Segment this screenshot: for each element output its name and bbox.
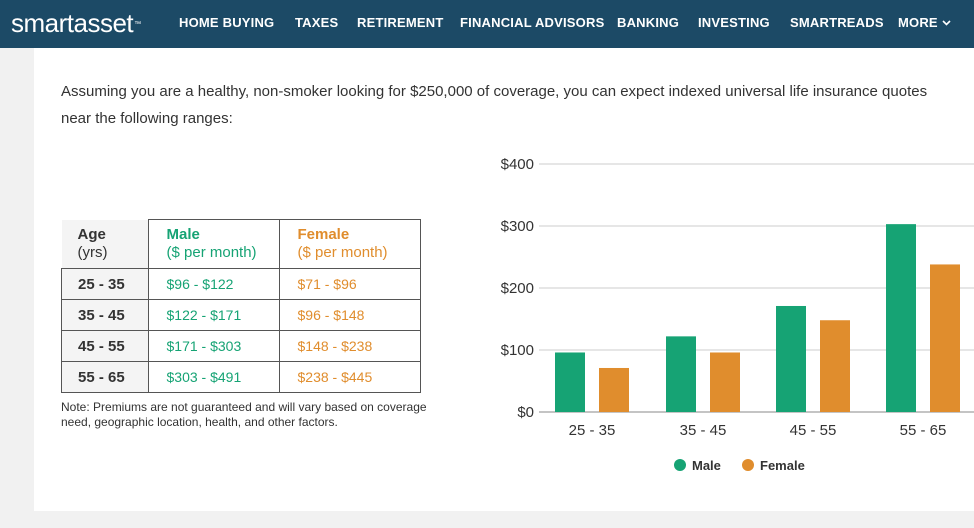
- female-bar: [820, 320, 850, 412]
- y-tick-label: $400: [501, 156, 534, 173]
- male-rate-cell: $303 - $491: [148, 361, 280, 393]
- x-tick-label: 45 - 55: [790, 422, 837, 439]
- nav-financial-advisors[interactable]: FINANCIAL ADVISORS: [460, 15, 605, 30]
- male-bar: [776, 305, 806, 412]
- premium-rates-table: Age (yrs) Male ($ per month) Female ($ p…: [61, 219, 421, 393]
- female-rate-cell: $71 - $96: [279, 268, 421, 300]
- y-tick-label: $100: [501, 342, 534, 359]
- age-column-header: Age (yrs): [61, 219, 149, 269]
- y-tick-label: $300: [501, 218, 534, 235]
- nav-investing[interactable]: INVESTING: [698, 15, 770, 30]
- age-header-label: Age: [77, 225, 106, 243]
- age-range-cell: 25 - 35: [61, 268, 149, 300]
- female-rate-cell: $148 - $238: [279, 330, 421, 362]
- age-range-cell: 35 - 45: [61, 299, 149, 331]
- male-rate-cell: $122 - $171: [148, 299, 280, 331]
- age-range-cell: 55 - 65: [61, 361, 149, 393]
- table-row: 35 - 45 $122 - $171 $96 - $148: [61, 299, 421, 331]
- male-rate-cell: $171 - $303: [148, 330, 280, 362]
- male-bar: [666, 336, 696, 412]
- age-header-unit: (yrs): [77, 243, 108, 261]
- y-tick-label: $0: [517, 404, 534, 421]
- table-row: 55 - 65 $303 - $491 $238 - $445: [61, 361, 421, 393]
- female-bar: [710, 352, 740, 412]
- male-header-label: Male: [166, 226, 200, 243]
- female-bar: [930, 264, 960, 412]
- female-bar: [599, 367, 629, 412]
- nav-banking[interactable]: BANKING: [617, 15, 680, 30]
- male-legend-label: Male: [692, 458, 721, 473]
- male-rate-cell: $96 - $122: [148, 268, 280, 300]
- y-tick-label: $200: [501, 280, 534, 297]
- logo-text: smartasset: [11, 8, 134, 38]
- trademark-symbol: ™: [134, 21, 141, 28]
- table-row: 45 - 55 $171 - $303 $148 - $238: [61, 330, 421, 362]
- male-bar: [555, 352, 585, 412]
- male-header-unit: ($ per month): [166, 244, 257, 261]
- nav-home-buying[interactable]: HOME BUYING: [179, 15, 275, 30]
- table-row: 25 - 35 $96 - $122 $71 - $96: [61, 268, 421, 300]
- chevron-down-icon: [942, 18, 951, 29]
- female-rate-cell: $238 - $445: [279, 361, 421, 393]
- x-tick-label: 25 - 35: [569, 422, 616, 439]
- article-content: Assuming you are a healthy, non-smoker l…: [34, 48, 974, 511]
- female-legend-marker: [742, 459, 754, 471]
- top-navigation-bar: smartasset™ HOME BUYING TAXES RETIREMENT…: [0, 0, 974, 48]
- male-bar: [886, 224, 916, 412]
- premium-bar-chart: $0 $100 $200 $300 $400 25 - 35 35 - 45 45 - 55 5…: [501, 156, 974, 473]
- female-legend-label: Female: [760, 458, 805, 473]
- male-column-header: Male ($ per month): [148, 219, 280, 269]
- x-tick-label: 35 - 45: [680, 422, 727, 439]
- nav-more-label: MORE: [898, 15, 938, 30]
- female-rate-cell: $96 - $148: [279, 299, 421, 331]
- nav-smartreads[interactable]: SMARTREADS: [790, 15, 884, 30]
- nav-retirement[interactable]: RETIREMENT: [357, 15, 444, 30]
- female-header-unit: ($ per month): [297, 244, 388, 261]
- nav-taxes[interactable]: TAXES: [295, 15, 339, 30]
- x-tick-label: 55 - 65: [900, 422, 947, 439]
- premium-disclaimer-note: Note: Premiums are not guaranteed and wi…: [61, 400, 427, 429]
- intro-paragraph: Assuming you are a healthy, non-smoker l…: [61, 83, 928, 127]
- nav-more-dropdown[interactable]: MORE: [898, 15, 951, 30]
- smartasset-logo[interactable]: smartasset™: [11, 9, 141, 37]
- age-range-cell: 45 - 55: [61, 330, 149, 362]
- female-column-header: Female ($ per month): [279, 219, 421, 269]
- female-header-label: Female: [297, 226, 350, 243]
- male-legend-marker: [674, 459, 686, 471]
- table-header-row: Age (yrs) Male ($ per month) Female ($ p…: [61, 219, 421, 269]
